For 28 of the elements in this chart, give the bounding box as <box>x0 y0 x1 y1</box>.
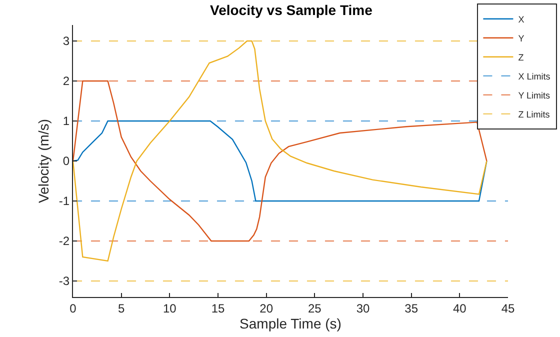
y-tick-label: -1 <box>58 194 70 208</box>
x-tick-label: 15 <box>211 301 225 316</box>
legend-label: Z Limits <box>518 109 550 120</box>
legend-label: Y Limits <box>518 90 551 100</box>
y-tick-label: -2 <box>58 234 70 248</box>
legend-label: Y <box>518 33 524 44</box>
y-tick-label: 2 <box>62 74 70 88</box>
x-tick-label: 30 <box>356 301 370 316</box>
line-series <box>73 80 488 242</box>
line-series <box>73 40 488 262</box>
legend-label: X <box>518 14 524 24</box>
legend-label: X Limits <box>518 71 551 82</box>
y-tick-label: 0 <box>62 154 70 168</box>
line-series <box>73 120 488 202</box>
x-tick-label: 40 <box>452 301 467 316</box>
y-axis-title: Velocity (m/s) <box>36 118 52 204</box>
x-tick-label: 10 <box>162 301 177 316</box>
x-tick-label: 20 <box>260 301 274 316</box>
chart-title: Velocity vs Sample Time <box>210 2 373 18</box>
x-tick-label: 45 <box>501 301 515 316</box>
y-tick-label: 1 <box>62 114 70 128</box>
legend-label: Z <box>518 52 524 62</box>
x-tick-label: 5 <box>118 301 125 316</box>
y-tick-label: 3 <box>62 34 70 48</box>
x-tick-label: 35 <box>404 301 418 316</box>
x-axis-title: Sample Time (s) <box>240 316 342 332</box>
y-tick-label: -3 <box>58 274 70 288</box>
x-tick-label: 25 <box>308 301 322 316</box>
